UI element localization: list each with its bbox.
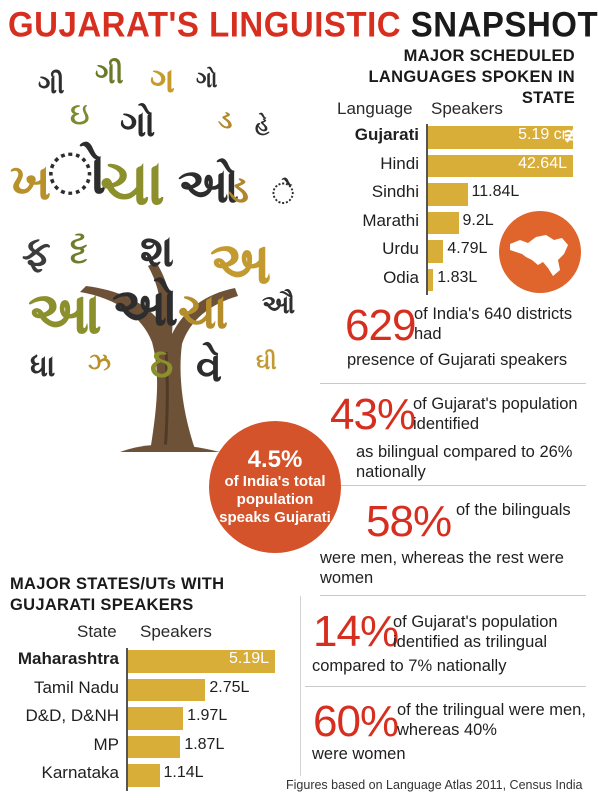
bar [127, 678, 206, 701]
languages-bar-chart: Gujarati 5.19 cr Hindi 42.64L Sindhi 11.84L Ma… [300, 122, 590, 297]
gujarat-map-icon [498, 210, 582, 294]
data-label: 11.84L [471, 183, 520, 200]
divider [320, 383, 586, 384]
category-label: Odia [383, 267, 419, 287]
category-label: Sindhi [371, 182, 419, 201]
stat-text-trilingual-line: compared to 7% nationally [312, 657, 507, 675]
tree-of-gujarati-letters-icon: ગી ગી ગ ગો ઇ ગો ડ હે ખ ો ચા ઓ ડ ે ફ ટ્ટ … [0, 52, 340, 453]
stat-text-bilingual-men-line: were men, whereas the rest were women [320, 549, 564, 587]
languages-section-heading: MAJOR SCHEDULED LANGUAGES SPOKEN IN STAT… [322, 46, 575, 109]
category-label: Urdu [382, 239, 419, 258]
states-heading-line-1: MAJOR STATES/UTs WITH [10, 575, 225, 593]
stat-text-bilingual-line: as bilingual compared to 26% nationally [356, 443, 573, 481]
stat-text-trilingual: of Gujarat's population identified as tr… [393, 613, 558, 651]
stat-text-bilingual-men: of the bilinguals [456, 501, 571, 519]
bar [427, 211, 459, 234]
category-label: Marathi [362, 210, 419, 230]
states-bar-chart: Maharashtra 5.19L Tamil Nadu 2.75L D&D, D&NH… [0, 646, 300, 791]
stat-number-bilingual-men: 58% [366, 497, 452, 546]
stat-number-bilingual: 43% [330, 390, 416, 439]
data-label: 1.14L [163, 764, 204, 781]
data-label: 1.97L [187, 707, 228, 724]
column-header-state-speakers: Speakers [140, 622, 212, 641]
states-heading-line-2: GUJARATI SPEAKERS [10, 596, 194, 614]
category-label: Maharashtra [17, 649, 119, 668]
stat-text-districts: of India's 640 districts had [414, 305, 573, 343]
page-title: GUJARAT'S LINGUISTIC SNAPSHOT [8, 4, 598, 45]
title-part-1: GUJARAT'S LINGUISTIC [8, 4, 402, 44]
divider [320, 485, 586, 486]
y-axis-line [126, 648, 128, 791]
bar [427, 183, 468, 206]
data-label: 9.2L [462, 211, 494, 229]
bar [427, 268, 434, 291]
stat-text-districts-line: presence of Gujarati speakers [347, 351, 568, 369]
data-label: 2.75L [209, 678, 250, 696]
stat-text-trilingual-men-line: were women [312, 745, 406, 763]
data-label: 42.64L [518, 154, 567, 172]
column-header-state: State [77, 622, 117, 641]
stat-text-trilingual-men: of the trilingual were men, whereas 40% [397, 701, 586, 739]
languages-heading-line-1: MAJOR SCHEDULED [403, 47, 575, 65]
category-label: Gujarati [354, 125, 419, 144]
states-section-heading: MAJOR STATES/UTs WITH GUJARATI SPEAKERS [10, 574, 224, 616]
vertical-divider [300, 596, 301, 776]
languages-heading-line-2: LANGUAGES SPOKEN IN STATE [368, 68, 575, 107]
bar [127, 735, 181, 758]
stat-number-trilingual: 14% [313, 607, 399, 656]
column-header-language: Language [337, 99, 413, 118]
bar [127, 650, 275, 673]
divider [320, 595, 586, 596]
stat-number-districts: 629 [345, 301, 416, 350]
stat-number-trilingual-men: 60% [313, 697, 399, 746]
category-label: Karnataka [41, 763, 120, 782]
source-note: Figures based on Language Atlas 2011, Ce… [286, 778, 583, 792]
badge-percent: 4.5% [247, 446, 303, 473]
data-label: 1.87L [184, 735, 225, 753]
bar [127, 707, 184, 730]
title-part-2: SNAPSHOT [410, 4, 598, 44]
category-label: Hindi [380, 153, 419, 173]
bar [427, 154, 573, 177]
bar [427, 240, 444, 263]
category-label: Tamil Nadu [33, 677, 119, 697]
data-label: 4.79L [447, 240, 488, 257]
data-label: 5.19L [228, 650, 269, 667]
column-header-speakers: Speakers [431, 99, 503, 118]
axis-break-icon: ≇ [563, 125, 579, 145]
bar [127, 764, 160, 787]
badge-text: of India's total population speaks Gujar… [219, 473, 331, 526]
data-label: 5.19 cr [518, 126, 567, 143]
divider [305, 686, 586, 687]
y-axis-line [426, 124, 428, 295]
percent-speaks-gujarati-badge: 4.5% of India's total population speaks … [209, 421, 341, 553]
category-label: D&D, D&NH [25, 706, 119, 725]
category-label: MP [93, 734, 120, 754]
data-label: 1.83L [437, 268, 478, 286]
stat-text-bilingual: of Gujarat's population identified [413, 395, 578, 433]
bar [427, 126, 573, 149]
